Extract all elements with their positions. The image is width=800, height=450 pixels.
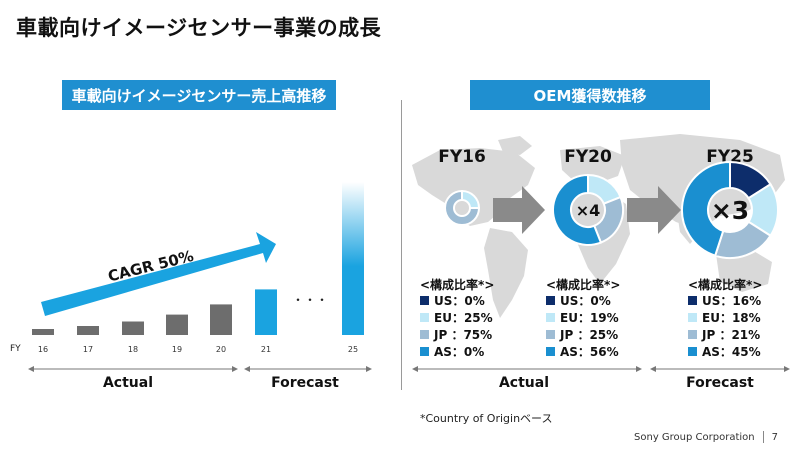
legend-item-fy20-us: US：0%: [560, 294, 611, 308]
slice-fy25-as: [681, 160, 731, 257]
footer-separator: [762, 431, 764, 443]
cagr-arrow: [41, 232, 276, 316]
legend-item-fy16-jp: JP ：75%: [433, 328, 492, 342]
legend-swatch-fy16-jp: [420, 330, 429, 339]
oem-actual-range-arrow-right: [636, 366, 642, 372]
tick-label-fy25: 25: [348, 345, 358, 354]
bar-ellipsis: ・・・: [292, 293, 328, 307]
bar-fy21: [255, 289, 277, 335]
map-europe: [560, 146, 625, 184]
legend-item-fy25-eu: EU：18%: [702, 311, 761, 325]
legend-swatch-fy20-eu: [546, 313, 555, 322]
legend-item-fy20-eu: EU：19%: [560, 311, 619, 325]
oem-forecast-label: Forecast: [686, 375, 754, 391]
legend-item-fy16-us: US：0%: [434, 294, 485, 308]
sales-chart-banner: 車載向けイメージセンサー売上高推移: [62, 80, 336, 110]
map-north-america: [412, 148, 535, 226]
bar-fy19: [166, 314, 188, 335]
legend-swatch-fy25-as: [688, 347, 697, 356]
donut-center-fy20: ×4: [576, 201, 601, 220]
bar-fy17: [77, 326, 99, 335]
bar-fy20: [210, 304, 232, 335]
step-arrow-2: [627, 186, 681, 234]
panel-divider: [401, 100, 402, 390]
bar-fy25: [342, 182, 364, 335]
map-australia: [716, 250, 772, 292]
legend-title-fy25: <構成比率*>: [688, 277, 762, 292]
legend-swatch-fy20-us: [546, 296, 555, 305]
legend-title-fy20: <構成比率*>: [546, 277, 620, 292]
oem-chart-banner: OEM獲得数推移: [470, 80, 710, 110]
tick-label-fy20: 20: [216, 345, 226, 354]
footer-company: Sony Group Corporation: [634, 431, 755, 443]
legend-swatch-fy16-as: [420, 347, 429, 356]
legend-swatch-fy20-jp: [546, 330, 555, 339]
footer: Sony Group Corporation 7: [634, 431, 778, 443]
legend-swatch-fy25-us: [688, 296, 697, 305]
legend-item-fy25-us: US：16%: [702, 294, 761, 308]
page-title: 車載向けイメージセンサー事業の成長: [16, 16, 382, 40]
legend-item-fy16-eu: EU：25%: [434, 311, 493, 325]
donut-title-fy25: FY25: [706, 147, 754, 167]
actual-label: Actual: [103, 375, 153, 391]
oem-actual-range-arrow-left: [412, 366, 418, 372]
legend-item-fy20-as: AS：56%: [560, 345, 619, 359]
tick-label-fy21: 21: [261, 345, 271, 354]
oem-forecast-range-arrow-right: [784, 366, 790, 372]
step-arrow-1: [493, 186, 545, 234]
footnote: *Country of Originベース: [420, 412, 553, 425]
legend-item-fy20-jp: JP ：25%: [559, 328, 618, 342]
slice-fy20-as: [552, 173, 603, 246]
donut-center-fy25: ×3: [711, 196, 749, 225]
oem-actual-label: Actual: [499, 375, 549, 391]
forecast-label: Forecast: [271, 375, 339, 391]
map-greenland: [498, 136, 532, 155]
legend-swatch-fy25-jp: [688, 330, 697, 339]
slice-fy16-jp: [444, 189, 481, 226]
legend-item-fy25-jp: JP ：21%: [701, 328, 760, 342]
legend-swatch-fy16-us: [420, 296, 429, 305]
forecast-range-arrow-left: [244, 366, 250, 372]
donut-title-fy16: FY16: [438, 147, 486, 167]
map-south-america: [484, 228, 528, 318]
donut-title-fy20: FY20: [564, 147, 612, 167]
forecast-range-arrow-right: [366, 366, 372, 372]
legend-item-fy25-as: AS：45%: [702, 345, 761, 359]
actual-range-arrow-left: [28, 366, 34, 372]
legend-swatch-fy16-eu: [420, 313, 429, 322]
legend-item-fy16-as: AS：0%: [434, 345, 484, 359]
actual-range-arrow-right: [232, 366, 238, 372]
bar-fy16: [32, 329, 54, 335]
legend-swatch-fy20-as: [546, 347, 555, 356]
legend-title-fy16: <構成比率*>: [420, 277, 494, 292]
tick-label-fy17: 17: [83, 345, 93, 354]
x-axis-label: FY: [10, 344, 21, 354]
bar-fy18: [122, 321, 144, 335]
legend-swatch-fy25-eu: [688, 313, 697, 322]
oem-forecast-range-arrow-left: [650, 366, 656, 372]
tick-label-fy16: 16: [38, 345, 48, 354]
tick-label-fy18: 18: [128, 345, 138, 354]
page-number: 7: [771, 431, 778, 443]
tick-label-fy19: 19: [172, 345, 182, 354]
